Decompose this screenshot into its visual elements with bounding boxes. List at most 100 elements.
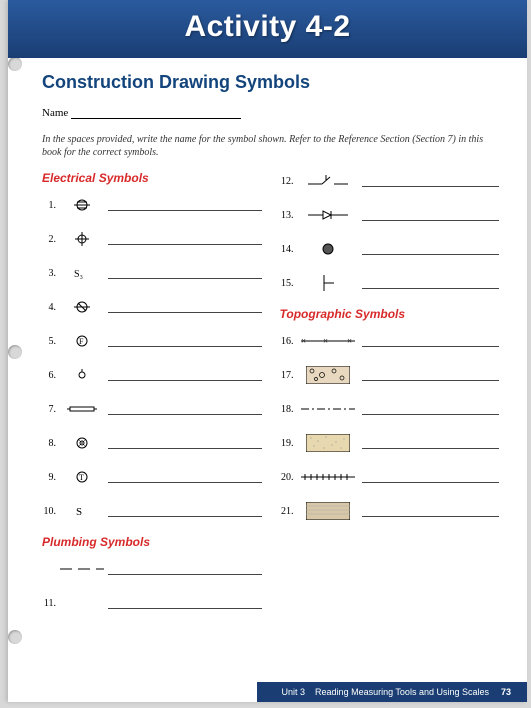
answer-blank[interactable] — [362, 277, 500, 289]
page-title: Activity 4-2 — [8, 10, 527, 44]
item-2: 2. — [42, 229, 262, 249]
symbol-duplex-receptacle-icon — [60, 195, 104, 215]
item-plumbing-blank — [42, 559, 262, 579]
answer-blank[interactable] — [108, 369, 262, 381]
item-19: 19. — [280, 433, 500, 453]
item-14: 14. — [280, 239, 500, 259]
item-6: 6. — [42, 365, 262, 385]
item-16: 16. ××× — [280, 331, 500, 351]
item-number: 11. — [42, 598, 60, 609]
symbol-check-valve-icon — [298, 205, 358, 225]
answer-blank[interactable] — [362, 437, 500, 449]
answer-blank[interactable] — [108, 437, 262, 449]
item-12: 12. — [280, 171, 500, 191]
item-3: 3. S₃ — [42, 263, 262, 283]
answer-blank[interactable] — [362, 471, 500, 483]
footer-band: Unit 3 Reading Measuring Tools and Using… — [8, 682, 527, 702]
section-electrical: Electrical Symbols — [42, 171, 262, 185]
footer-chapter: Reading Measuring Tools and Using Scales — [315, 687, 489, 697]
answer-blank[interactable] — [108, 597, 262, 609]
item-number: 14. — [280, 244, 298, 255]
item-number: 12. — [280, 176, 298, 187]
svg-text:S₃: S₃ — [74, 269, 83, 279]
answer-blank[interactable] — [108, 301, 262, 313]
symbol-fence-line-icon: ××× — [298, 331, 358, 351]
right-column: 12. 13. 14. — [280, 171, 500, 627]
item-9: 9. T — [42, 467, 262, 487]
item-number: 19. — [280, 438, 298, 449]
instructions: In the spaces provided, write the name f… — [42, 133, 499, 159]
symbol-gate-valve-icon — [298, 171, 358, 191]
item-13: 13. — [280, 205, 500, 225]
item-4: 4. — [42, 297, 262, 317]
item-1: 1. — [42, 195, 262, 215]
svg-text:×: × — [323, 336, 328, 346]
answer-blank[interactable] — [362, 175, 500, 187]
symbol-fluorescent-fixture-icon — [60, 399, 104, 419]
symbol-small-switch-icon — [60, 365, 104, 385]
binder-hole — [8, 345, 22, 359]
item-number: 20. — [280, 472, 298, 483]
item-number: 16. — [280, 336, 298, 347]
answer-blank[interactable] — [108, 403, 262, 415]
item-number: 21. — [280, 506, 298, 517]
item-number: 8. — [42, 438, 60, 449]
symbol-property-line-icon — [298, 399, 358, 419]
item-10: 10. S — [42, 501, 262, 521]
footer-unit: Unit 3 — [282, 687, 306, 697]
answer-blank[interactable] — [108, 471, 262, 483]
left-column: Electrical Symbols 1. 2. 3. — [42, 171, 262, 627]
answer-blank[interactable] — [362, 209, 500, 221]
symbol-special-receptacle-icon — [60, 297, 104, 317]
answer-blank[interactable] — [108, 199, 262, 211]
symbol-switch-icon: S — [60, 501, 104, 521]
item-number: 7. — [42, 404, 60, 415]
item-15: 15. — [280, 273, 500, 293]
symbol-soil-pipe-icon — [60, 559, 104, 579]
svg-text:×: × — [347, 336, 352, 346]
symbol-blank-icon — [60, 593, 104, 613]
item-number: 3. — [42, 268, 60, 279]
answer-blank[interactable] — [108, 233, 262, 245]
name-label: Name — [42, 107, 68, 119]
item-7: 7. — [42, 399, 262, 419]
item-number: 4. — [42, 302, 60, 313]
item-number: 5. — [42, 336, 60, 347]
item-number: 1. — [42, 200, 60, 211]
symbol-concrete-pattern-icon — [298, 501, 358, 521]
footer-page: 73 — [501, 687, 511, 697]
symbol-gravel-pattern-icon — [298, 365, 358, 385]
item-18: 18. — [280, 399, 500, 419]
svg-text:F: F — [79, 337, 84, 346]
columns: Electrical Symbols 1. 2. 3. — [42, 171, 499, 627]
worksheet-page: Activity 4-2 Construction Drawing Symbol… — [8, 0, 527, 702]
answer-blank[interactable] — [108, 267, 262, 279]
item-5: 5. F — [42, 331, 262, 351]
symbol-fan-outlet-icon: F — [60, 331, 104, 351]
name-blank[interactable] — [71, 108, 241, 119]
item-number: 9. — [42, 472, 60, 483]
symbol-telephone-outlet-icon: T — [60, 467, 104, 487]
item-21: 21. — [280, 501, 500, 521]
item-number: 13. — [280, 210, 298, 221]
section-plumbing: Plumbing Symbols — [42, 535, 262, 549]
subtitle: Construction Drawing Symbols — [42, 72, 499, 93]
answer-blank[interactable] — [108, 335, 262, 347]
answer-blank[interactable] — [108, 505, 262, 517]
item-8: 8. — [42, 433, 262, 453]
answer-blank[interactable] — [108, 563, 262, 575]
symbol-hose-bib-icon — [298, 273, 358, 293]
item-20: 20. — [280, 467, 500, 487]
header-band: Activity 4-2 — [8, 0, 527, 58]
answer-blank[interactable] — [362, 505, 500, 517]
answer-blank[interactable] — [362, 369, 500, 381]
content-area: Construction Drawing Symbols Name In the… — [8, 58, 527, 627]
item-number: 17. — [280, 370, 298, 381]
svg-text:S: S — [76, 506, 82, 517]
answer-blank[interactable] — [362, 335, 500, 347]
item-number: 6. — [42, 370, 60, 381]
answer-blank[interactable] — [362, 243, 500, 255]
item-17: 17. — [280, 365, 500, 385]
answer-blank[interactable] — [362, 403, 500, 415]
symbol-cleanout-icon — [298, 239, 358, 259]
